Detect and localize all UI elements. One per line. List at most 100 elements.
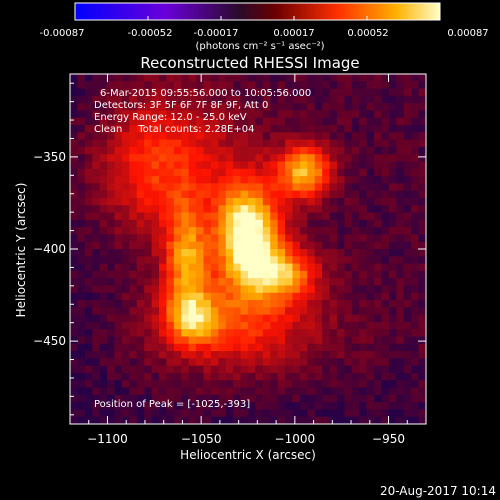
heatmap-cell <box>196 263 204 272</box>
heatmap-cell <box>99 365 108 374</box>
heatmap-cell <box>144 110 152 119</box>
heatmap-cell <box>255 292 264 301</box>
heatmap-cell <box>136 329 145 337</box>
heatmap-cell <box>411 278 419 286</box>
heatmap-cell <box>166 300 175 308</box>
heatmap-cell <box>151 256 160 264</box>
heatmap-cell <box>107 300 115 308</box>
heatmap-cell <box>299 292 308 301</box>
heatmap-cell <box>366 125 375 133</box>
heatmap-cell <box>285 212 293 221</box>
heatmap-cell <box>403 234 412 243</box>
heatmap-cell <box>151 146 160 155</box>
heatmap-cell <box>344 285 353 294</box>
heatmap-cell <box>114 416 123 425</box>
heatmap-cell <box>307 270 316 279</box>
heatmap-cell <box>218 292 227 301</box>
heatmap-cell <box>396 110 405 119</box>
heatmap-cell <box>418 154 427 162</box>
heatmap-cell <box>218 117 227 126</box>
heatmap-cell <box>136 125 145 133</box>
heatmap-cell <box>144 154 152 162</box>
heatmap-cell <box>388 176 397 184</box>
heatmap-cell <box>196 300 204 308</box>
heatmap-cell <box>233 343 241 352</box>
heatmap-cell <box>366 183 375 192</box>
heatmap-cell <box>136 278 145 286</box>
heatmap-cell <box>129 394 138 403</box>
heatmap-cell <box>99 351 108 359</box>
heatmap-cell <box>292 74 301 82</box>
heatmap-cell <box>262 132 271 141</box>
heatmap-cell <box>411 110 419 119</box>
heatmap-cell <box>307 183 316 192</box>
heatmap-cell <box>255 161 264 170</box>
heatmap-cell <box>329 197 338 206</box>
heatmap-cell <box>210 183 219 192</box>
heatmap-cell <box>344 197 353 206</box>
heatmap-cell <box>299 234 308 243</box>
heatmap-cell <box>181 394 190 403</box>
heatmap-cell <box>314 365 323 374</box>
heatmap-cell <box>99 183 108 192</box>
heatmap-cell <box>92 300 101 308</box>
heatmap-cell <box>84 329 93 337</box>
heatmap-cell <box>233 256 241 264</box>
heatmap-cell <box>218 307 227 316</box>
heatmap-cell <box>292 343 301 352</box>
heatmap-cell <box>314 263 323 272</box>
heatmap-cell <box>359 256 368 264</box>
heatmap-cell <box>337 249 345 257</box>
heatmap-cell <box>307 227 316 235</box>
heatmap-cell <box>270 270 279 279</box>
heatmap-cell <box>255 146 264 155</box>
heatmap-cell <box>418 234 427 243</box>
heatmap-cell <box>277 74 286 82</box>
heatmap-cell <box>99 358 108 367</box>
heatmap-cell <box>70 329 78 337</box>
heatmap-cell <box>366 314 375 323</box>
heatmap-cell <box>121 307 130 316</box>
heatmap-cell <box>173 197 182 206</box>
heatmap-cell <box>166 95 175 104</box>
heatmap-cell <box>99 285 108 294</box>
heatmap-cell <box>159 263 167 272</box>
heatmap-cell <box>99 205 108 213</box>
heatmap-cell <box>240 132 249 141</box>
heatmap-cell <box>277 161 286 170</box>
heatmap-cell <box>285 219 293 228</box>
heatmap-cell <box>381 227 390 235</box>
heatmap-cell <box>77 81 86 89</box>
heatmap-cell <box>411 351 419 359</box>
heatmap-cell <box>92 307 101 316</box>
heatmap-cell <box>151 336 160 345</box>
heatmap-cell <box>107 365 115 374</box>
heatmap-cell <box>84 234 93 243</box>
heatmap-cell <box>329 263 338 272</box>
heatmap-cell <box>403 205 412 213</box>
heatmap-cell <box>351 336 360 345</box>
heatmap-cell <box>374 234 382 243</box>
heatmap-cell <box>381 81 390 89</box>
heatmap-cell <box>344 95 353 104</box>
heatmap-cell <box>366 387 375 396</box>
heatmap-cell <box>173 380 182 388</box>
heatmap-cell <box>159 95 167 104</box>
heatmap-cell <box>248 74 256 82</box>
heatmap-cell <box>374 402 382 410</box>
heatmap-cell <box>403 343 412 352</box>
heatmap-cell <box>173 74 182 82</box>
heatmap-cell <box>277 219 286 228</box>
heatmap-cell <box>99 219 108 228</box>
heatmap-cell <box>218 205 227 213</box>
heatmap-cell <box>151 125 160 133</box>
heatmap-cell <box>107 117 115 126</box>
heatmap-cell <box>136 95 145 104</box>
heatmap-cell <box>121 285 130 294</box>
heatmap-cell <box>255 81 264 89</box>
heatmap-cell <box>374 227 382 235</box>
heatmap-cell <box>84 307 93 316</box>
heatmap-cell <box>159 183 167 192</box>
heatmap-cell <box>70 351 78 359</box>
heatmap-cell <box>77 117 86 126</box>
